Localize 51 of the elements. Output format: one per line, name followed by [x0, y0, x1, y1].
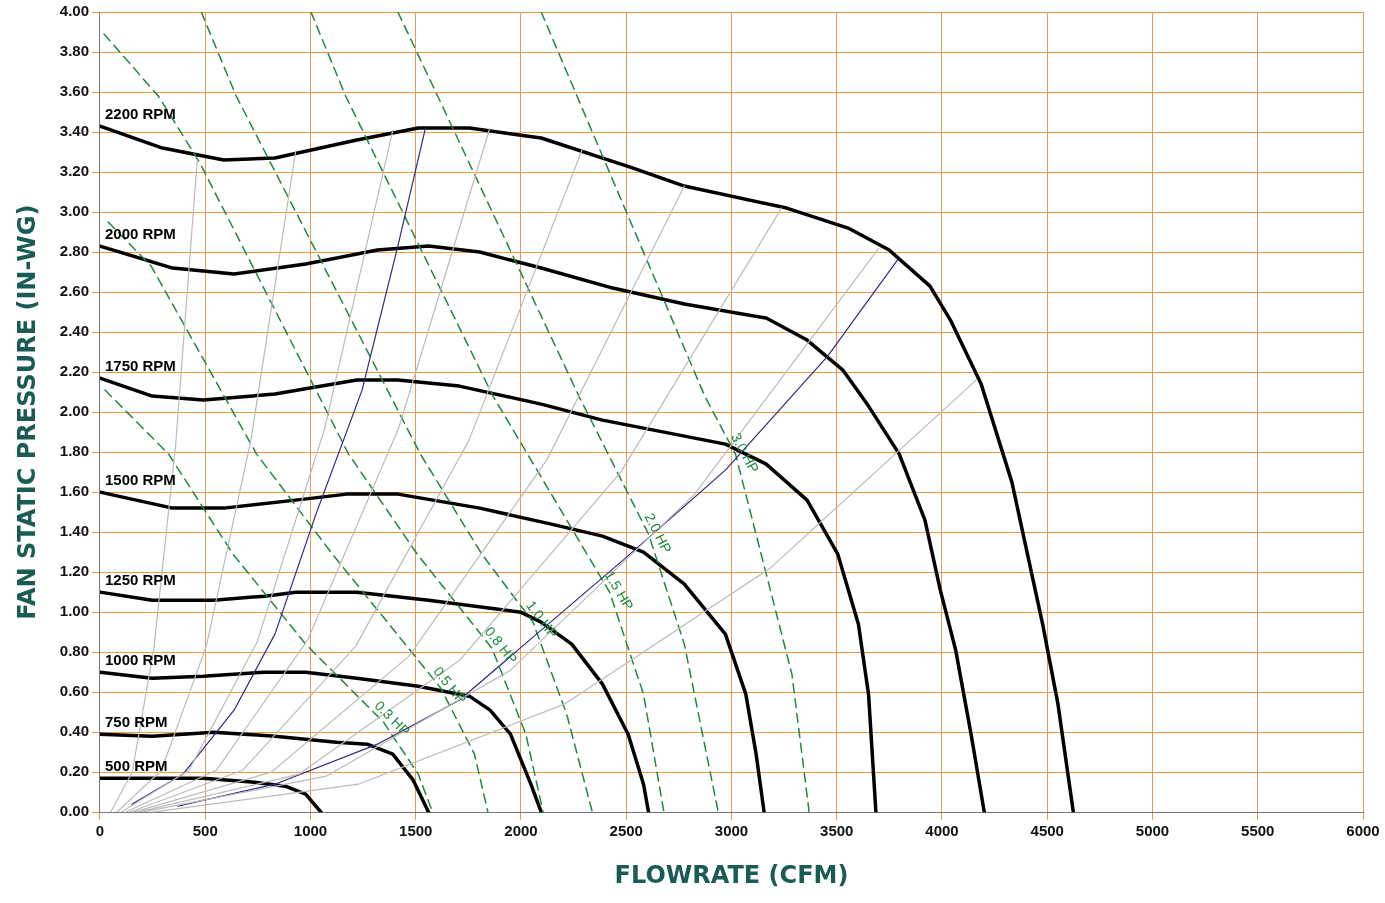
- series-label: 1750 RPM: [104, 356, 176, 374]
- text: 2.0 HP: [641, 510, 676, 556]
- x-tick-label: 500: [192, 822, 218, 840]
- y-tick-label: 2.60: [59, 282, 89, 300]
- series-label: 750 RPM: [104, 712, 168, 730]
- y-tick-label: 2.40: [59, 322, 89, 340]
- y-tick-label: 0.60: [59, 682, 89, 700]
- y-tick-label: 3.00: [59, 202, 89, 220]
- y-tick-label: 1.40: [59, 522, 89, 540]
- x-tick-label: 2000: [504, 822, 538, 840]
- series-label: 1000 RPM: [104, 650, 176, 668]
- x-tick-label: 5500: [1241, 822, 1275, 840]
- x-tick-label: 3000: [714, 822, 749, 840]
- y-tick-label: 3.80: [59, 42, 89, 60]
- y-tick-label: 2.80: [59, 242, 89, 260]
- y-tick-label: 3.60: [59, 82, 89, 100]
- text: 3.0 HP: [728, 430, 763, 476]
- y-tick-label: 2.00: [59, 402, 89, 420]
- y-tick-label: 3.40: [59, 122, 89, 140]
- x-tick-label: 4000: [925, 822, 959, 840]
- text: 0.3 HP: [371, 697, 414, 739]
- y-tick-label: 1.80: [59, 442, 89, 460]
- series-label: 500 RPM: [104, 756, 168, 774]
- x-tick-label: 5000: [1135, 822, 1170, 840]
- text: 1.0 HP: [523, 597, 562, 642]
- y-axis-title: FAN STATIC PRESSURE (IN-WG): [12, 204, 41, 620]
- y-tick-label: 0.80: [59, 642, 89, 660]
- y-tick-label: 0.40: [59, 722, 89, 740]
- x-tick-label: 4500: [1030, 822, 1064, 840]
- series-label: 2000 RPM: [104, 224, 176, 242]
- text: 0.5 HP: [430, 663, 470, 707]
- y-tick-label: 2.20: [59, 362, 89, 380]
- x-tick-label: 0: [95, 822, 105, 840]
- y-tick-label: 4.00: [59, 2, 89, 20]
- x-axis-title: FLOWRATE (CFM): [614, 860, 849, 889]
- y-tick-label: 0.00: [59, 802, 89, 820]
- x-tick-label: 2500: [609, 822, 643, 840]
- series-label: 1250 RPM: [104, 570, 176, 588]
- y-tick-label: 1.00: [59, 602, 89, 620]
- text: 1.5 HP: [601, 567, 638, 613]
- y-tick-label: 3.20: [59, 162, 89, 180]
- x-tick-label: 1500: [399, 822, 433, 840]
- x-tick-label: 6000: [1346, 822, 1380, 840]
- y-tick-label: 0.20: [59, 762, 89, 780]
- series-label: 2200 RPM: [104, 104, 176, 122]
- y-tick-label: 1.20: [59, 562, 89, 580]
- series-label: 1500 RPM: [104, 470, 176, 488]
- x-tick-label: 3500: [820, 822, 854, 840]
- text: 0.8 HP: [481, 623, 521, 667]
- y-tick-label: 1.60: [59, 482, 89, 500]
- x-tick-label: 1000: [293, 822, 328, 840]
